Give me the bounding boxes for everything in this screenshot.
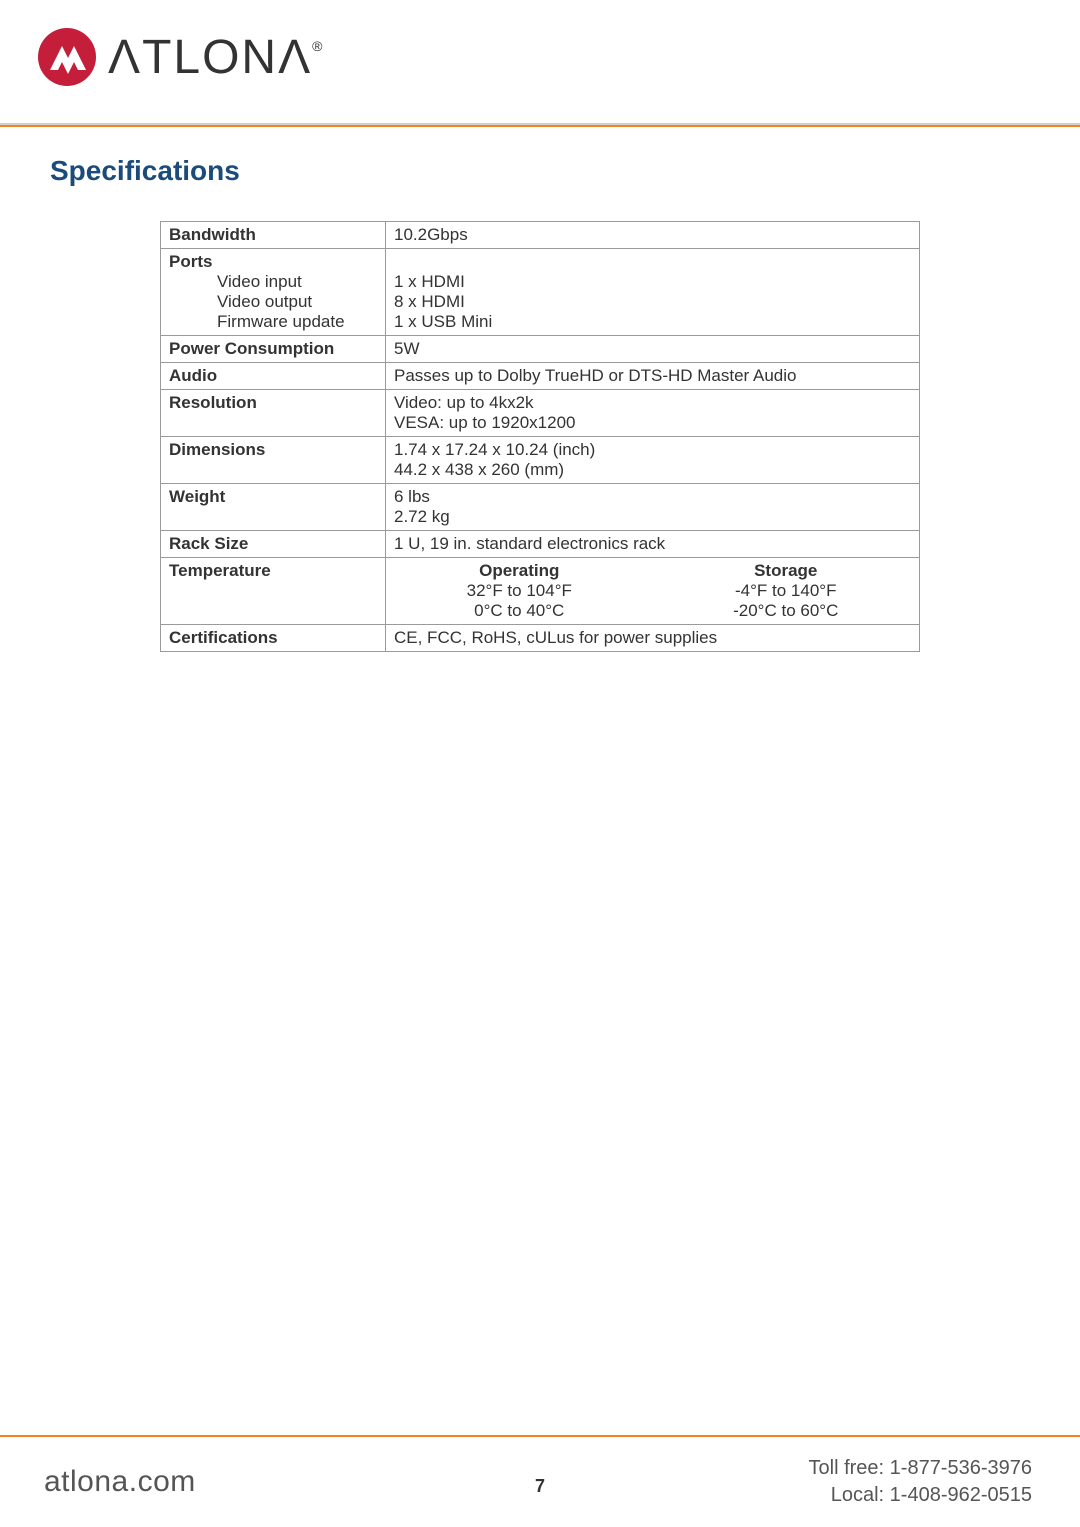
table-row: Bandwidth 10.2Gbps [161,222,920,249]
spec-value: Passes up to Dolby TrueHD or DTS-HD Mast… [386,363,920,390]
temp-operating: Operating 32°F to 104°F 0°C to 40°C [386,558,653,625]
spec-value: 1.74 x 17.24 x 10.24 (inch) 44.2 x 438 x… [386,437,920,484]
spec-value: 10.2Gbps [386,222,920,249]
res-line: VESA: up to 1920x1200 [394,413,575,432]
ports-title: Ports [169,252,377,272]
spec-value: 6 lbs 2.72 kg [386,484,920,531]
footer-site: atlona.com [44,1465,196,1499]
ports-sub: Video input [169,272,377,292]
temp-storage: Storage -4°F to 140°F -20°C to 60°C [652,558,919,625]
table-row: Resolution Video: up to 4kx2k VESA: up t… [161,390,920,437]
dim-line: 44.2 x 438 x 260 (mm) [394,460,564,479]
table-row: Power Consumption 5W [161,336,920,363]
temp-f: -4°F to 140°F [735,581,836,600]
table-row: Certifications CE, FCC, RoHS, cULus for … [161,625,920,652]
specifications-table: Bandwidth 10.2Gbps Ports Video input Vid… [160,221,920,652]
spec-label: Audio [161,363,386,390]
temp-c: -20°C to 60°C [733,601,838,620]
table-row: Temperature Operating 32°F to 104°F 0°C … [161,558,920,625]
spec-label: Power Consumption [161,336,386,363]
footer-accent-line [0,1435,1080,1437]
ports-val: 1 x HDMI [394,272,465,291]
section-title: Specifications [50,155,1080,187]
ports-sub: Firmware update [169,312,377,332]
table-row: Dimensions 1.74 x 17.24 x 10.24 (inch) 4… [161,437,920,484]
table-row: Weight 6 lbs 2.72 kg [161,484,920,531]
spec-label: Certifications [161,625,386,652]
header-accent-line [0,125,1080,127]
spec-label-ports: Ports Video input Video output Firmware … [161,249,386,336]
logo-text: ΛTLONΛ® [108,30,324,85]
header-bar: ΛTLONΛ® [0,0,1080,125]
res-line: Video: up to 4kx2k [394,393,534,412]
spec-value: 1 U, 19 in. standard electronics rack [386,531,920,558]
table-row: Ports Video input Video output Firmware … [161,249,920,336]
spec-label: Bandwidth [161,222,386,249]
spec-label: Dimensions [161,437,386,484]
temp-c: 0°C to 40°C [474,601,564,620]
weight-line: 2.72 kg [394,507,450,526]
temp-f: 32°F to 104°F [467,581,572,600]
spec-label: Weight [161,484,386,531]
dim-line: 1.74 x 17.24 x 10.24 (inch) [394,440,595,459]
page-number: 7 [535,1476,545,1497]
spec-value: 1 x HDMI 8 x HDMI 1 x USB Mini [386,249,920,336]
tollfree: Toll free: 1-877-536-3976 [809,1457,1032,1479]
spec-label: Resolution [161,390,386,437]
spec-value: 5W [386,336,920,363]
spec-value: Video: up to 4kx2k VESA: up to 1920x1200 [386,390,920,437]
temp-head: Storage [660,561,911,581]
temp-head: Operating [394,561,644,581]
spec-label: Temperature [161,558,386,625]
ports-sub: Video output [169,292,377,312]
page-footer: atlona.com 7 Toll free: 1-877-536-3976 L… [0,1435,1080,1527]
ports-val: 1 x USB Mini [394,312,492,331]
ports-val: 8 x HDMI [394,292,465,311]
weight-line: 6 lbs [394,487,430,506]
table-row: Rack Size 1 U, 19 in. standard electroni… [161,531,920,558]
local-phone: Local: 1-408-962-0515 [831,1484,1032,1506]
spec-value: CE, FCC, RoHS, cULus for power supplies [386,625,920,652]
spec-label: Rack Size [161,531,386,558]
logo-mark [38,28,96,86]
table-row: Audio Passes up to Dolby TrueHD or DTS-H… [161,363,920,390]
footer-contact: Toll free: 1-877-536-3976 Local: 1-408-9… [809,1455,1032,1509]
brand-logo: ΛTLONΛ® [0,0,1080,86]
